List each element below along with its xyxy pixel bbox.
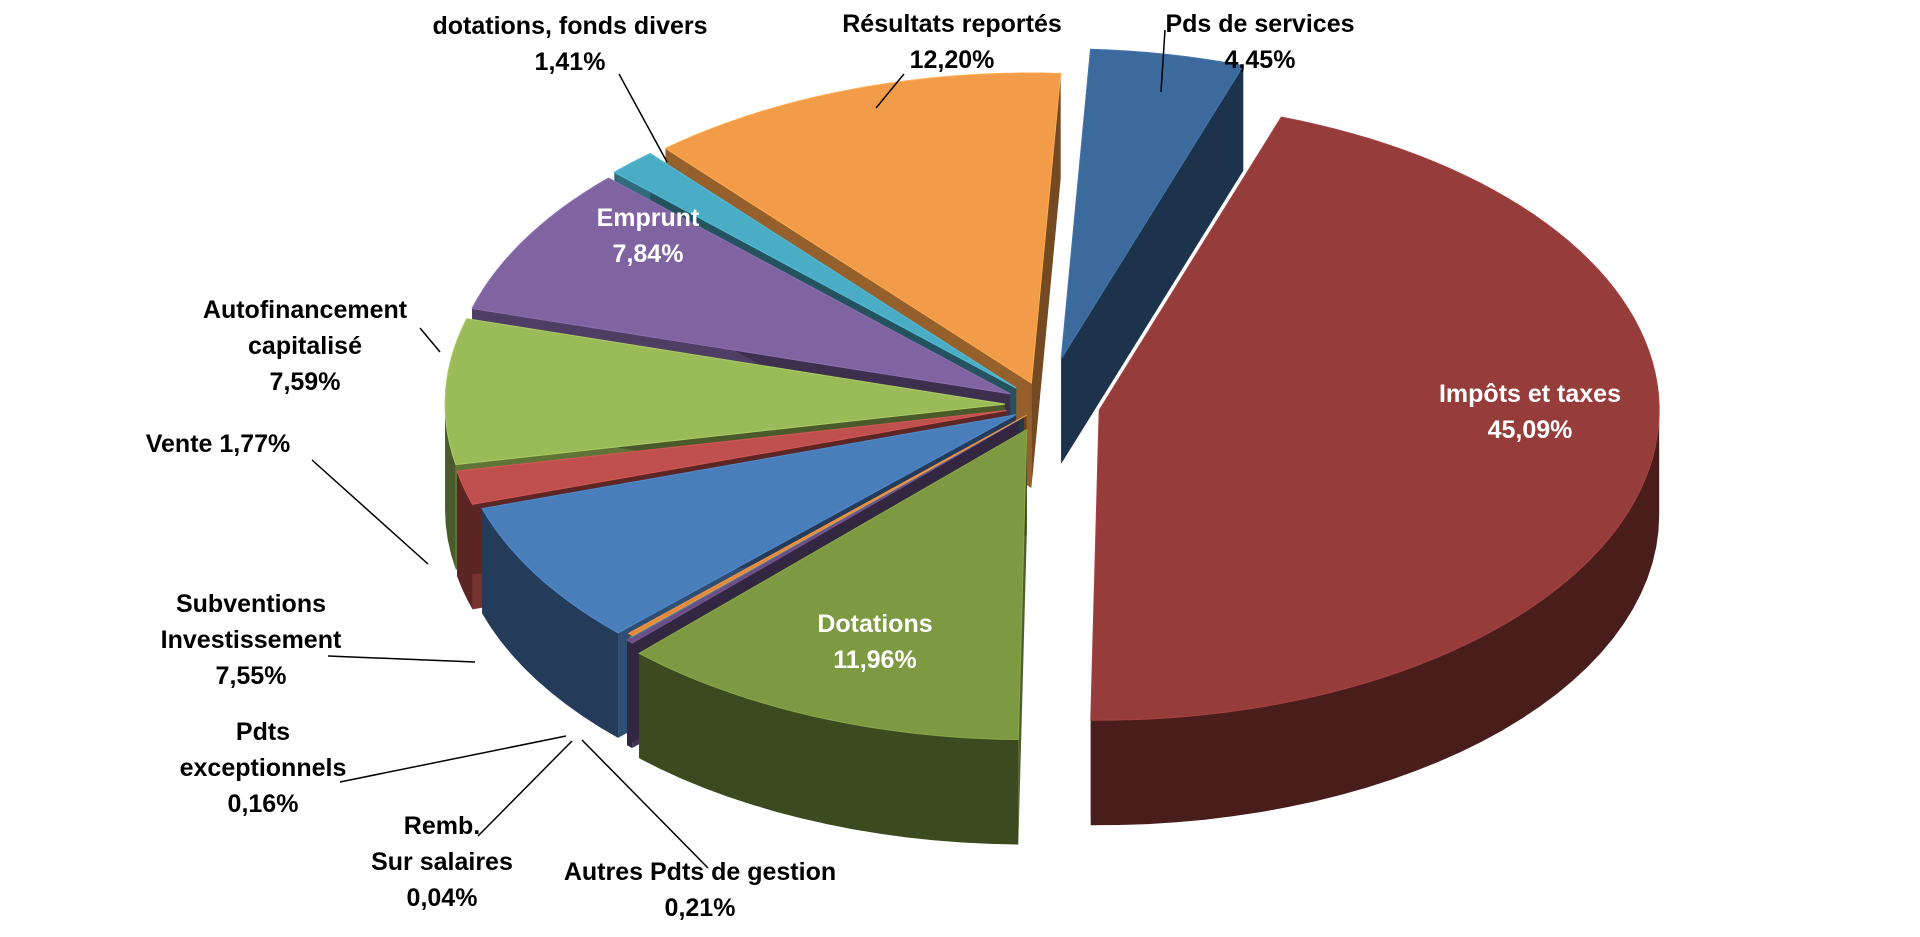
slice-emprunt <box>471 177 1011 395</box>
slice-dotations-fonds-divers <box>613 152 1017 389</box>
slice-outer-wall <box>626 640 633 749</box>
slice-label-line: Pdts <box>236 718 290 746</box>
slice-resultats-reportes <box>664 72 1062 384</box>
leader-line-resultats-reportes <box>875 73 905 109</box>
slice-label-line: Investissement <box>161 626 342 654</box>
slice-subventions-investissement <box>481 414 1017 634</box>
slice-label-resultats-reportes: Résultats reportés 12,20% <box>842 10 1062 74</box>
slice-label-line: Emprunt <box>597 204 700 232</box>
leader-line-subventions-investissement <box>327 655 476 663</box>
slice-label-line: Sur salaires <box>371 848 513 876</box>
leader-lines <box>311 29 1166 869</box>
slice-label-line: Autofinancement <box>203 296 408 324</box>
slice-outer-wall <box>457 471 473 610</box>
slice-label-pdts-exceptionnels: Pdts exceptionnels 0,16% <box>180 718 347 818</box>
slice-label-line: dotations, fonds divers <box>432 12 707 40</box>
slice-label-line: Résultats reportés <box>842 10 1062 38</box>
slice-autres-pdts-de-gestion <box>625 418 1021 644</box>
leader-line-autres-pdts-de-gestion <box>581 739 709 869</box>
slice-wall <box>1061 65 1244 464</box>
slice-label-emprunt: Emprunt 7,84% <box>597 204 700 268</box>
slice-label-line: 12,20% <box>910 46 995 74</box>
slice-label-line: 0,04% <box>407 884 478 912</box>
slice-outer-wall <box>1090 410 1660 826</box>
slice-autofinancement-capitalise <box>444 318 1006 466</box>
slice-impots-et-taxes <box>1090 116 1660 721</box>
leader-line-autofinancement-capitalise <box>419 327 441 353</box>
slice-labels: Pds de services 4,45% Impôts et taxes 45,09… <box>146 10 1621 922</box>
leader-line-vente <box>311 459 429 565</box>
slice-label-line: 1,41% <box>535 48 606 76</box>
slice-label-line: 0,21% <box>665 894 736 922</box>
slice-label-line: 7,84% <box>613 240 684 268</box>
leader-line-dotations-fonds-divers <box>618 73 668 163</box>
slice-label-line: Autres Pdts de gestion <box>564 858 836 886</box>
leader-line-remb-sur-salaires <box>477 740 573 837</box>
slice-label-line: capitalisé <box>248 332 362 360</box>
slice-label-impots-et-taxes: Impôts et taxes 45,09% <box>1439 380 1621 444</box>
slice-vente <box>456 410 1007 505</box>
leader-line-pdts-exceptionnels <box>339 735 567 783</box>
slice-label-dotations: Dotations 11,96% <box>817 610 932 674</box>
slice-label-autres-pdts-de-gestion: Autres Pdts de gestion 0,21% <box>564 858 836 922</box>
slice-label-line: exceptionnels <box>180 754 347 782</box>
slice-label-remb-sur-salaires: Remb. Sur salaires 0,04% <box>371 812 513 912</box>
slice-label-autofinancement-capitalise: Autofinancement capitalisé 7,59% <box>203 296 408 396</box>
slice-label-line: 4,45% <box>1225 46 1296 74</box>
slice-label-pds-de-services: Pds de services 4,45% <box>1165 10 1354 74</box>
slice-label-line: Dotations <box>817 610 932 638</box>
slice-tops <box>444 48 1660 741</box>
slice-outer-wall <box>639 653 1019 845</box>
slice-label-line: 7,59% <box>270 368 341 396</box>
slice-label-line: Vente 1,77% <box>146 430 291 458</box>
slice-pds-de-services <box>1060 48 1245 360</box>
slice-label-vente: Vente 1,77% <box>146 430 291 458</box>
slice-wall <box>1031 73 1061 489</box>
slice-outer-wall <box>445 404 456 570</box>
slice-label-line: Remb. <box>404 812 480 840</box>
slice-dotations <box>638 428 1028 741</box>
slice-outer-wall <box>482 508 619 738</box>
slice-label-line: 45,09% <box>1488 416 1573 444</box>
slice-label-line: 11,96% <box>833 646 916 674</box>
slice-label-line: Impôts et taxes <box>1439 380 1621 408</box>
slice-label-dotations-fonds-divers: dotations, fonds divers 1,41% <box>432 12 707 76</box>
slice-label-subventions-investissement: Subventions Investissement 7,55% <box>161 590 342 690</box>
slice-label-line: Pds de services <box>1165 10 1354 38</box>
leader-line-pds-de-services <box>1160 29 1166 93</box>
slice-label-line: Subventions <box>176 590 326 618</box>
slice-label-line: 0,16% <box>228 790 299 818</box>
slice-label-line: 7,55% <box>216 662 287 690</box>
slice-pdts-exceptionnels <box>627 414 1027 637</box>
